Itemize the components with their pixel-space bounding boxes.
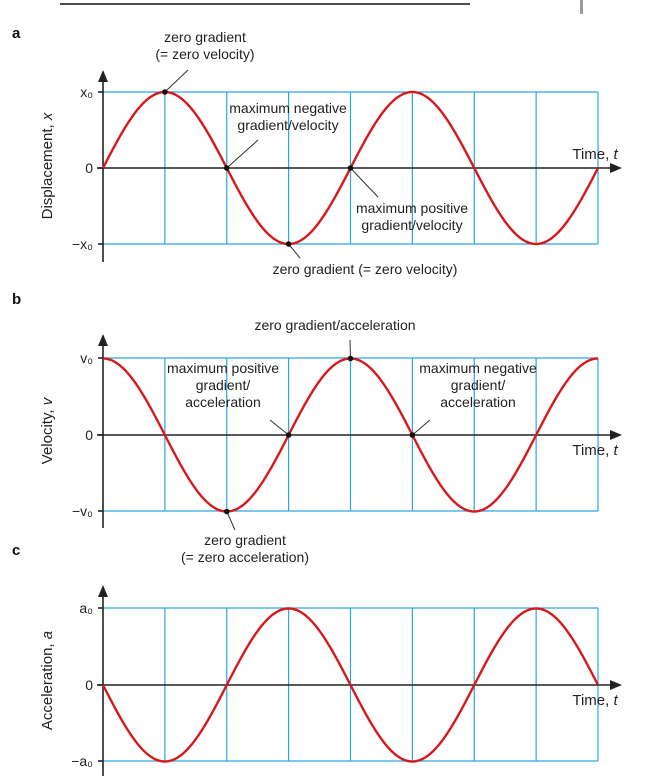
y-axis-title: Velocity, v xyxy=(39,396,56,464)
panel-b: v₀ 0 −v₀ b Velocity, v Time, t zero gradient/a… xyxy=(12,291,622,565)
x-axis-arrow xyxy=(610,430,622,440)
annotation-text: acceleration xyxy=(440,394,516,410)
annotation-text: acceleration xyxy=(185,394,261,410)
panel-letter: c xyxy=(12,542,20,559)
x-axis-arrow xyxy=(610,163,622,173)
annotation-text: zero gradient xyxy=(204,532,286,548)
annotation-point xyxy=(223,165,230,171)
panel-c: a₀ 0 −a₀ c Acceleration, a Time, t xyxy=(12,542,622,776)
annotation: zero gradient(= zero acceleration) xyxy=(181,508,309,565)
annotation-point xyxy=(223,508,230,515)
annotation: zero gradient/acceleration xyxy=(254,317,416,362)
annotation-text: (= zero velocity) xyxy=(155,46,254,62)
y-axis-symbol: x xyxy=(39,112,56,121)
x-axis-arrow xyxy=(610,680,622,690)
annotation-leader xyxy=(288,243,301,259)
annotation-text: gradient/ xyxy=(196,377,251,393)
annotation-leader xyxy=(269,419,289,436)
annotation-point xyxy=(162,89,168,95)
page-edge-mark xyxy=(580,0,583,14)
panel-a: x₀ 0 −x₀ a Displacement, x Time, t zero gradie… xyxy=(12,25,622,277)
y-axis-arrow xyxy=(98,334,108,346)
annotation-point xyxy=(347,165,354,171)
annotation-leader xyxy=(412,419,431,436)
annotation-leader xyxy=(350,167,379,198)
annotation-leader xyxy=(164,69,189,93)
annotation-text: zero gradient (= zero velocity) xyxy=(273,261,458,277)
y-axis-arrow xyxy=(98,70,108,82)
y-axis-title: Acceleration, a xyxy=(39,631,56,730)
annotation: zero gradient (= zero velocity) xyxy=(273,241,458,277)
ytick-bottom-label: −x₀ xyxy=(72,236,93,252)
annotation-point xyxy=(285,432,292,438)
grid-c xyxy=(103,607,599,762)
ytick-top-label: v₀ xyxy=(80,350,93,366)
annotation-point xyxy=(347,355,354,362)
y-axis-arrow xyxy=(98,585,108,597)
y-axis-symbol: v xyxy=(39,396,56,405)
ytick-zero-label: 0 xyxy=(85,160,93,176)
panel-letter: b xyxy=(12,291,21,308)
annotation-text: gradient/ xyxy=(451,377,506,393)
annotation-leader xyxy=(349,339,351,359)
ytick-zero-label: 0 xyxy=(85,427,93,443)
annotation-point xyxy=(409,432,416,438)
annotation-text: maximum negative xyxy=(419,360,537,376)
annotation-leader xyxy=(226,139,259,169)
annotation-text: gradient/velocity xyxy=(237,117,338,133)
annotation-text: zero gradient/acceleration xyxy=(254,317,415,333)
ytick-top-label: x₀ xyxy=(80,84,93,100)
x-axis-symbol: t xyxy=(613,692,618,709)
annotation-leader xyxy=(226,511,236,531)
annotation-text: maximum positive xyxy=(167,360,279,376)
annotation: zero gradient(= zero velocity) xyxy=(155,29,255,95)
x-axis-title: Time, t xyxy=(572,146,618,163)
annotation-text: gradient/velocity xyxy=(361,217,462,233)
x-axis-title: Time, t xyxy=(572,692,618,709)
annotation-text: maximum negative xyxy=(229,100,347,116)
annotation-text: zero gradient xyxy=(164,29,246,45)
ytick-zero-label: 0 xyxy=(85,677,93,693)
x-axis-symbol: t xyxy=(613,442,618,459)
panel-letter: a xyxy=(12,25,21,42)
y-axis-title: Displacement, x xyxy=(39,112,56,219)
annotation-text: (= zero acceleration) xyxy=(181,549,309,565)
ytick-top-label: a₀ xyxy=(79,600,93,616)
annotation-text: maximum positive xyxy=(356,200,468,216)
annotation-point xyxy=(285,241,292,247)
x-axis-title: Time, t xyxy=(572,442,618,459)
curve-c xyxy=(101,607,600,763)
y-axis-symbol: a xyxy=(39,631,56,639)
ytick-bottom-label: −v₀ xyxy=(72,503,93,519)
x-axis-symbol: t xyxy=(613,146,618,163)
ytick-bottom-label: −a₀ xyxy=(71,753,93,769)
